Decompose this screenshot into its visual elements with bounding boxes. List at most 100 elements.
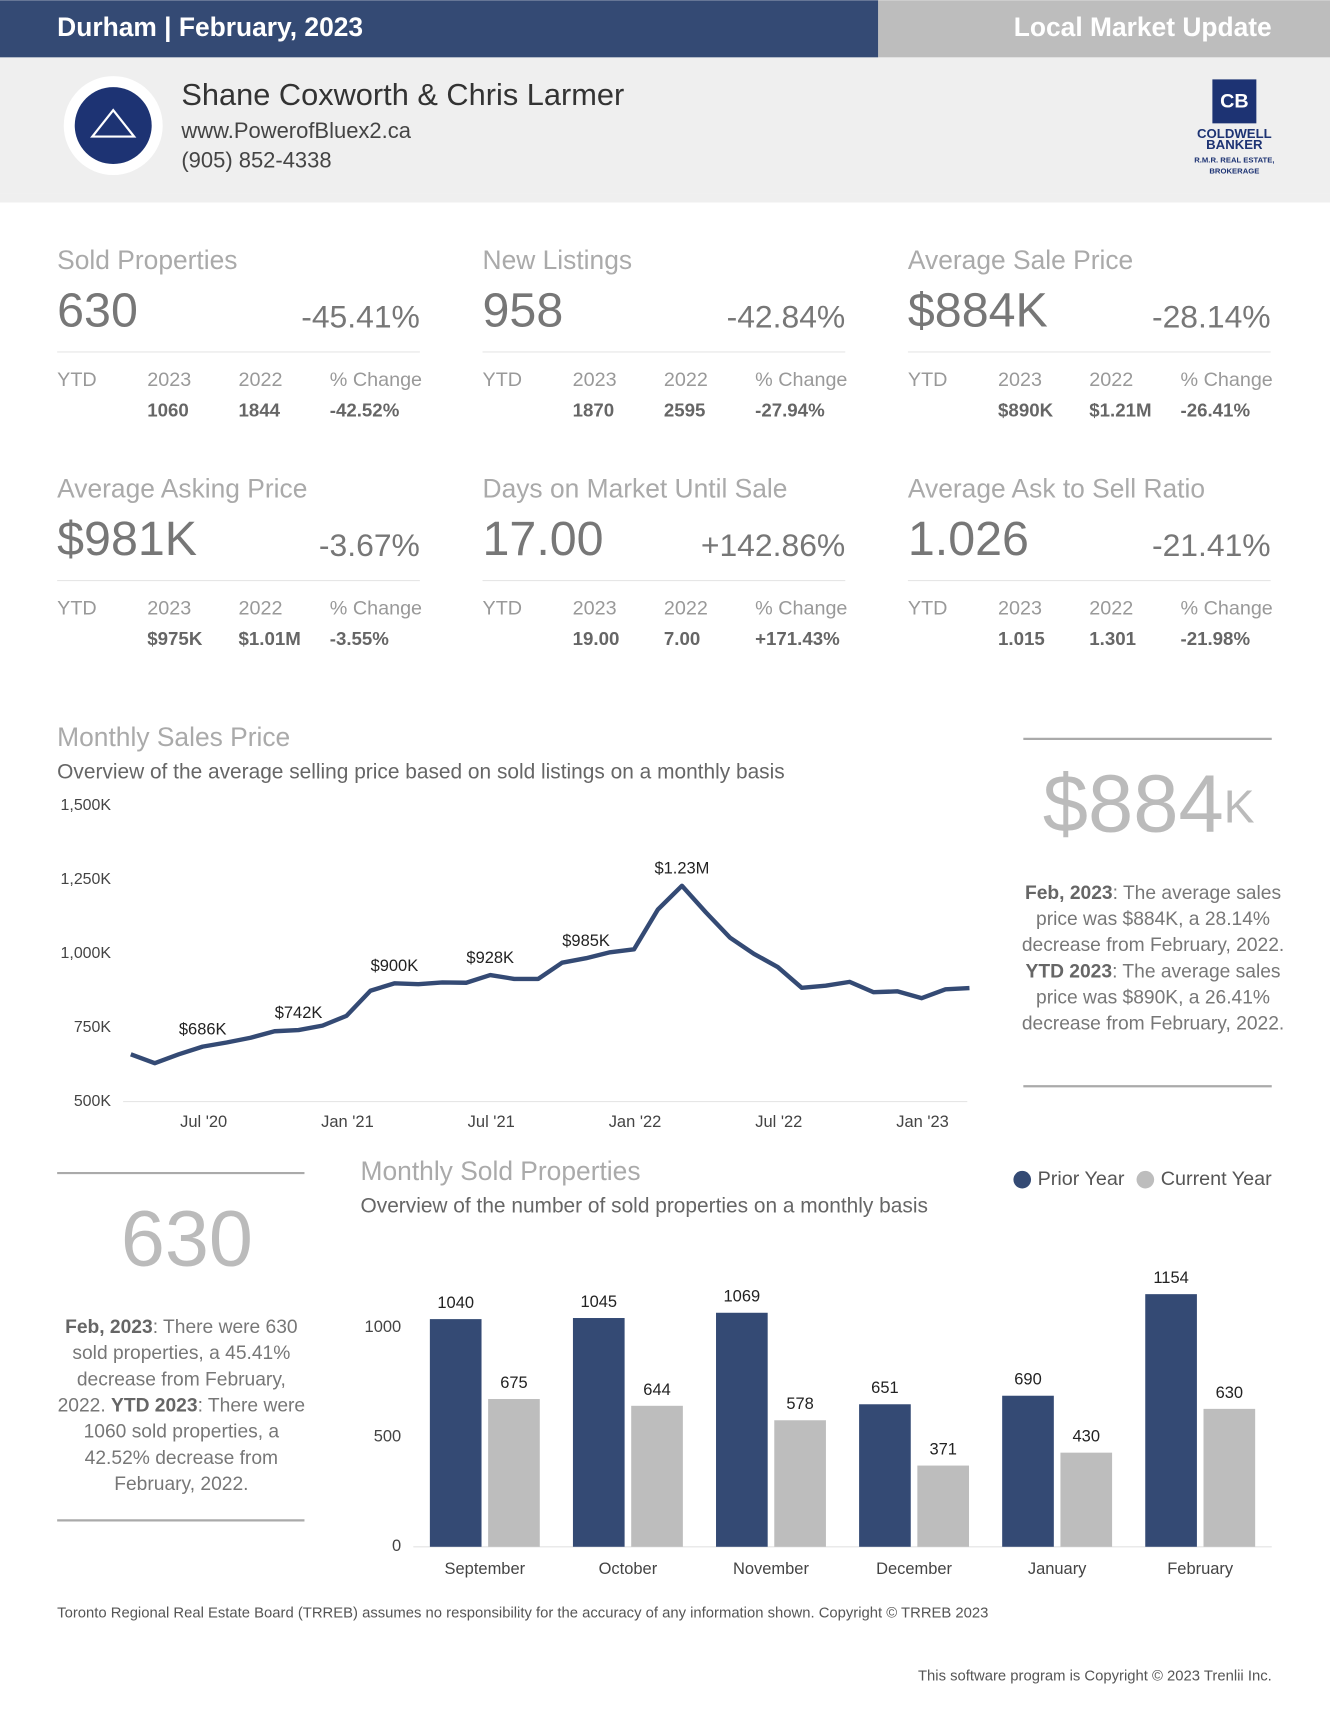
- stat-ytd-value: -21.98%: [1181, 628, 1251, 649]
- stat-ytd-header: 2022: [664, 369, 708, 391]
- brand-line: BROKERAGE: [1209, 167, 1259, 176]
- data-label: 1040: [437, 1294, 474, 1312]
- stat-ytd-value: -27.94%: [755, 399, 825, 420]
- bar: [429, 1319, 482, 1547]
- brand-line: R.M.R. REAL ESTATE,: [1194, 156, 1274, 165]
- summary-line: 2022. YTD 2023: There were: [58, 1396, 306, 1417]
- stat-ytd-value: 19.00: [573, 628, 620, 649]
- summary-text: price was $890K, a 26.41%: [1036, 988, 1270, 1009]
- x-tick-label: Jan '23: [896, 1113, 949, 1131]
- stat-ytd-value: 1060: [147, 399, 189, 420]
- brand-line: BANKER: [1206, 137, 1263, 152]
- stat-ytd-header: 2022: [664, 597, 708, 619]
- stat-card: Sold Properties 630 -45.41% YTD 2023 1060 2022…: [57, 245, 422, 420]
- stat-title: Average Ask to Sell Ratio: [908, 473, 1205, 503]
- chart-subtitle: Overview of the number of sold propertie…: [361, 1195, 928, 1218]
- summary-bold: Feb, 2023: [65, 1317, 153, 1338]
- bar: [1145, 1294, 1197, 1547]
- stat-ytd-header: % Change: [330, 369, 422, 391]
- stat-ytd-header: 2023: [998, 597, 1042, 619]
- stat-title: Sold Properties: [57, 245, 237, 275]
- y-tick-label: 1,000K: [61, 945, 112, 962]
- summary-text: decrease from February, 2022.: [1022, 1014, 1284, 1035]
- stat-ytd-header: 2022: [239, 597, 283, 619]
- agent-logo-house: [90, 108, 137, 138]
- data-label: 630: [1216, 1384, 1243, 1402]
- legend-swatch: [1136, 1170, 1155, 1189]
- summary-text: 1060 sold properties, a: [84, 1422, 280, 1443]
- stat-title: New Listings: [483, 245, 633, 275]
- x-tick-label: Jul '21: [468, 1113, 515, 1131]
- stat-ytd-header: 2022: [1089, 597, 1133, 619]
- summary-line: February, 2022.: [114, 1474, 248, 1495]
- data-label: 1154: [1153, 1269, 1188, 1287]
- summary-line: Feb, 2023: There were 630: [65, 1317, 298, 1338]
- chart-title: Monthly Sold Properties: [361, 1156, 641, 1186]
- stat-ytd-value: $975K: [147, 628, 203, 649]
- bar-chart: 630 Feb, 2023: There were 630 sold propert…: [57, 1156, 1272, 1578]
- stat-ytd-header: % Change: [755, 369, 847, 391]
- stat-ytd-header: % Change: [755, 597, 847, 619]
- data-label: 644: [643, 1381, 670, 1399]
- summary-line: decrease from February, 2022.: [1022, 1014, 1284, 1035]
- brand-logo: [1212, 79, 1257, 124]
- data-label: 1045: [580, 1293, 617, 1311]
- data-label: 690: [1014, 1371, 1041, 1389]
- stat-ytd-header: % Change: [330, 597, 422, 619]
- data-label: 651: [871, 1379, 898, 1397]
- y-tick-label: 750K: [74, 1019, 112, 1036]
- data-label: 578: [786, 1395, 813, 1413]
- summary-line: price was $890K, a 26.41%: [1036, 988, 1270, 1009]
- stat-ytd-header: 2023: [147, 369, 191, 391]
- summary-line: Feb, 2023: The average sales: [1025, 883, 1281, 904]
- stat-ytd-label: YTD: [57, 369, 97, 391]
- data-label: $928K: [466, 949, 514, 967]
- stat-ytd-label: YTD: [908, 369, 948, 391]
- bar: [488, 1399, 540, 1547]
- stat-ytd-value: 1844: [239, 399, 281, 420]
- x-tick-label: January: [1028, 1560, 1087, 1578]
- stat-change: -45.41%: [301, 298, 420, 334]
- data-label: 1069: [724, 1288, 761, 1306]
- data-label: $686K: [179, 1020, 227, 1038]
- bar: [917, 1465, 970, 1547]
- header-title: Durham | February, 2023: [57, 12, 363, 42]
- stat-ytd-header: 2023: [998, 369, 1042, 391]
- bar: [1002, 1395, 1054, 1547]
- data-label: $900K: [371, 957, 419, 975]
- y-tick-label: 500K: [74, 1093, 112, 1110]
- agent-band: [0, 57, 1330, 194]
- summary-text: 2022.: [58, 1396, 111, 1417]
- price-line: [130, 883, 970, 1066]
- stat-value: 17.00: [483, 512, 604, 566]
- stat-ytd-header: 2023: [147, 597, 191, 619]
- y-tick-label: 1000: [365, 1318, 402, 1336]
- stat-change: -3.67%: [319, 527, 420, 563]
- legend-swatch: [1013, 1170, 1032, 1189]
- summary-line: decrease from February, 2022.: [1022, 935, 1284, 956]
- summary-line: 42.52% decrease from: [85, 1448, 278, 1469]
- bar: [1060, 1452, 1113, 1547]
- summary-line: sold properties, a 45.41%: [72, 1343, 290, 1364]
- summary-text: price was $884K, a 28.14%: [1036, 909, 1270, 930]
- stat-ytd-label: YTD: [483, 369, 523, 391]
- summary-bold: Feb, 2023: [1025, 883, 1113, 904]
- summary-bold: YTD 2023: [1026, 961, 1113, 982]
- stat-title: Days on Market Until Sale: [483, 473, 788, 503]
- stat-ytd-header: 2022: [1089, 369, 1133, 391]
- summary-text: : There were 630: [153, 1317, 298, 1338]
- summary-text: February, 2022.: [114, 1474, 248, 1495]
- agent-website: www.PowerofBluex2.ca: [180, 118, 411, 143]
- summary-text: : There were: [198, 1396, 306, 1417]
- line-chart: Monthly Sales Price Overview of the avera…: [57, 722, 1284, 1131]
- agent-logo: [74, 87, 152, 165]
- stat-ytd-label: YTD: [483, 597, 523, 619]
- stat-title: Average Sale Price: [908, 245, 1133, 275]
- stat-value: 958: [483, 283, 564, 337]
- bar: [572, 1318, 625, 1547]
- x-tick-label: September: [445, 1560, 526, 1578]
- chart-title: Monthly Sales Price: [57, 722, 290, 752]
- stat-ytd-value: $1.01M: [239, 628, 301, 649]
- stat-card: Average Sale Price $884K -28.14% YTD 2023 $89…: [907, 245, 1273, 420]
